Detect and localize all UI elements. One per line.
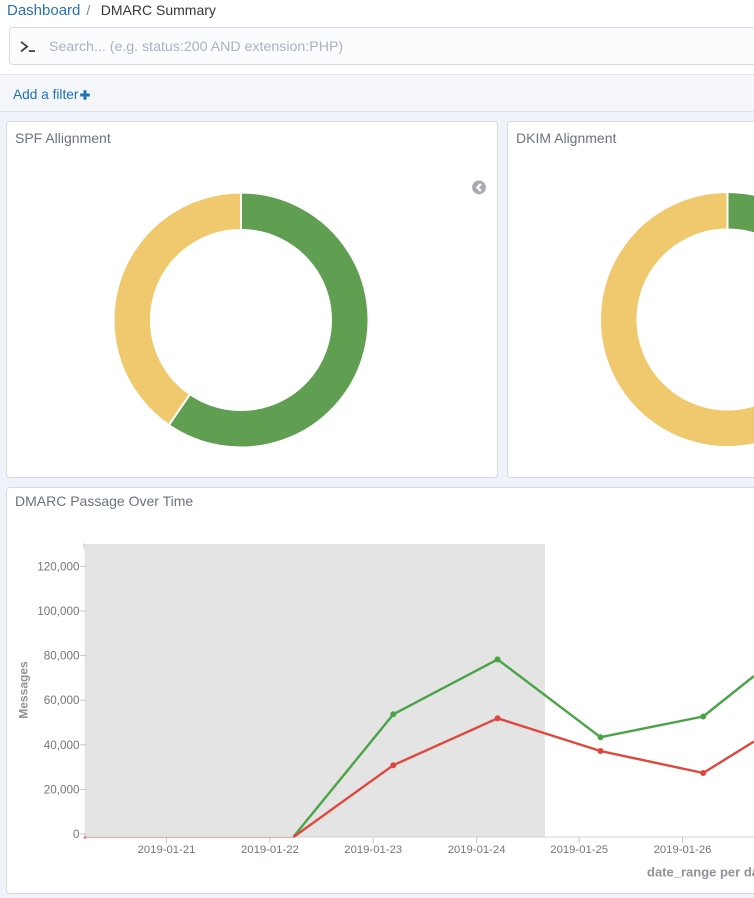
svg-text:2019-01-24: 2019-01-24 — [448, 844, 506, 856]
svg-text:Messages: Messages — [17, 661, 31, 719]
svg-text:2019-01-23: 2019-01-23 — [344, 844, 402, 856]
svg-text:80,000: 80,000 — [44, 650, 80, 663]
svg-text:2019-01-21: 2019-01-21 — [138, 844, 196, 856]
svg-text:date_range per day: date_range per day — [647, 865, 754, 880]
svg-text:2019-01-22: 2019-01-22 — [241, 844, 299, 856]
svg-text:60,000: 60,000 — [44, 694, 80, 707]
svg-text:2019-01-25: 2019-01-25 — [550, 844, 608, 856]
svg-text:20,000: 20,000 — [44, 783, 80, 796]
svg-text:0: 0 — [73, 828, 80, 841]
svg-text:100,000: 100,000 — [37, 605, 80, 618]
svg-text:2019-01-26: 2019-01-26 — [654, 844, 712, 856]
svg-text:120,000: 120,000 — [37, 560, 80, 573]
svg-text:40,000: 40,000 — [44, 739, 80, 752]
